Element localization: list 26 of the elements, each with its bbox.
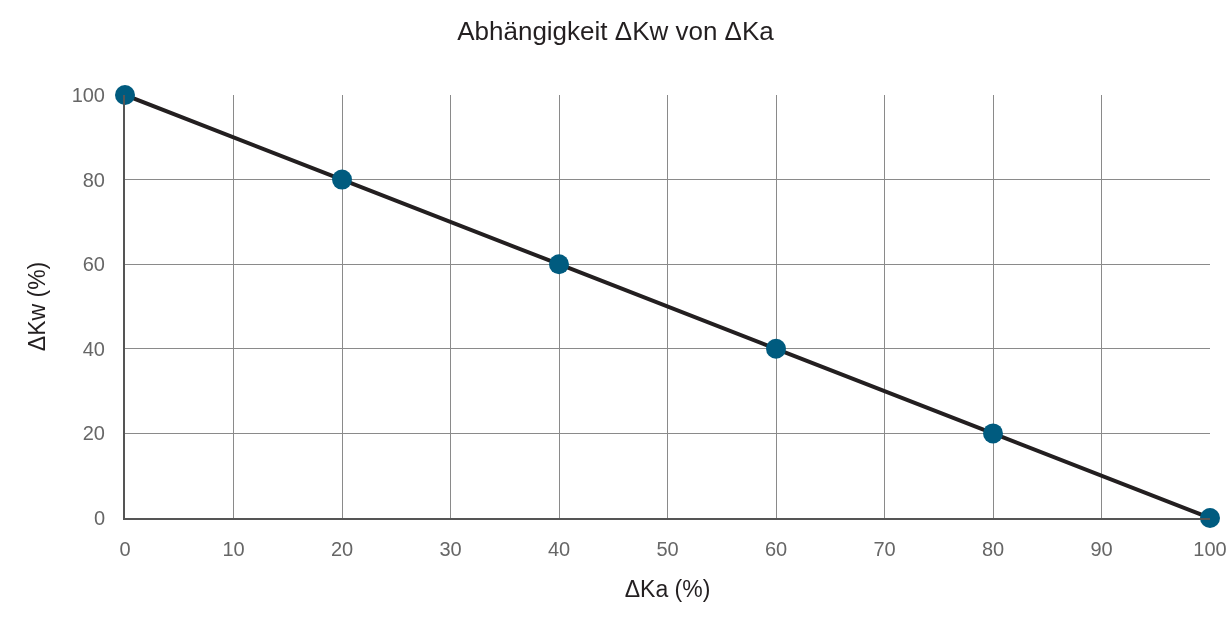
point <box>332 169 352 190</box>
x-axis-title: ΔKa (%) <box>624 576 711 603</box>
x-tick-label: 80 <box>981 538 1005 560</box>
y-axis-title: ΔKw (%) <box>23 261 50 352</box>
x-tick-label: 50 <box>656 538 679 560</box>
point <box>115 85 135 105</box>
x-tick-label: 40 <box>547 538 571 560</box>
y-tick-label: 20 <box>82 422 105 445</box>
y-tick-label: 40 <box>82 337 105 360</box>
point <box>983 423 1003 444</box>
point <box>1200 508 1220 528</box>
x-tick-label: 30 <box>439 538 462 560</box>
x-tick-label: 100 <box>1193 538 1227 560</box>
x-tick-label: 0 <box>119 538 131 560</box>
y-tick-label: 100 <box>71 84 105 106</box>
y-tick-label: 80 <box>82 168 105 191</box>
y-tick-label: 0 <box>93 507 105 529</box>
x-tick-label: 20 <box>330 538 354 560</box>
x-tick-label: 70 <box>873 538 896 560</box>
chart-title: Abhängigkeit ΔKw von ΔKa <box>457 16 775 46</box>
x-tick-label: 90 <box>1090 538 1113 560</box>
point <box>766 338 786 359</box>
y-tick-label: 60 <box>82 253 105 276</box>
x-tick-label: 60 <box>764 538 788 560</box>
point <box>549 254 569 275</box>
x-tick-label: 10 <box>222 538 245 560</box>
